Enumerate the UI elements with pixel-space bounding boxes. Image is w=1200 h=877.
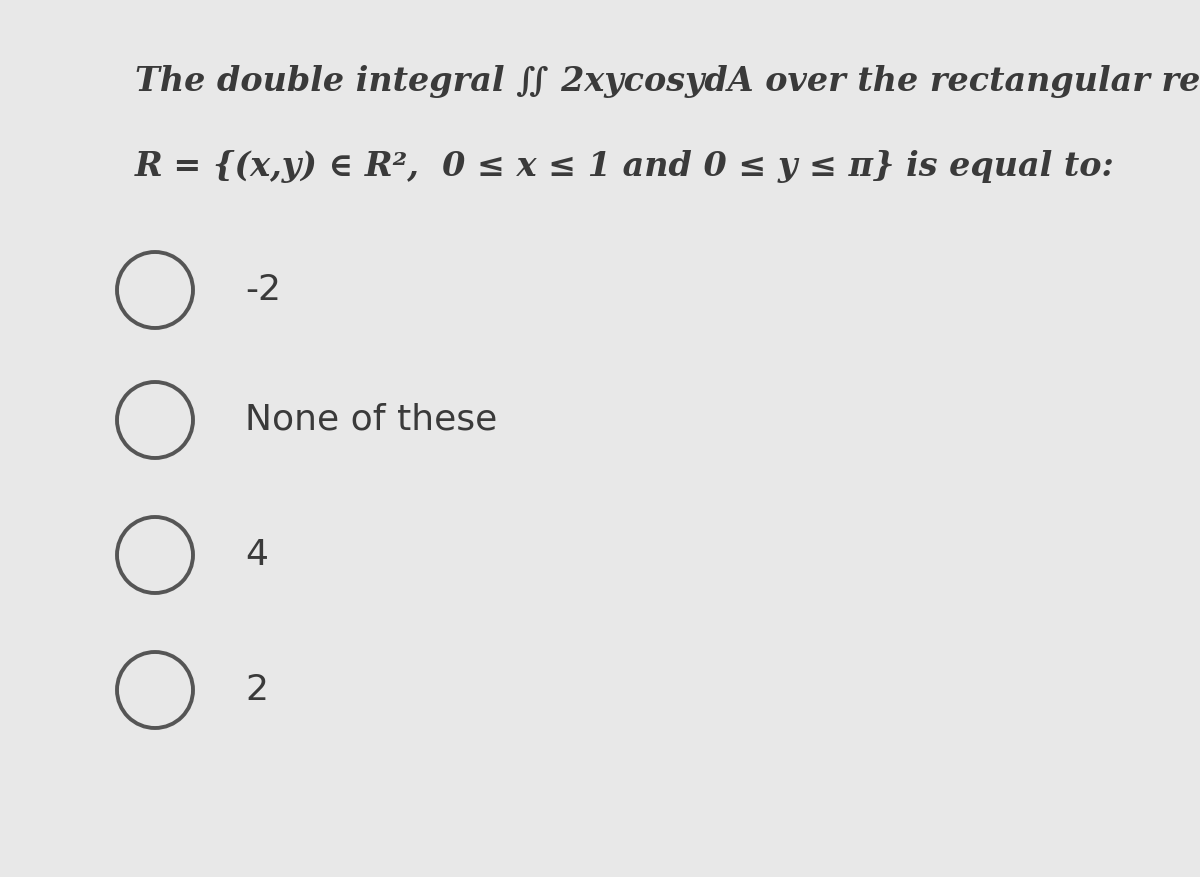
Text: 4: 4 <box>245 538 268 572</box>
Text: R = {(x,y) ∈ R²,  0 ≤ x ≤ 1 and 0 ≤ y ≤ π} is equal to:: R = {(x,y) ∈ R², 0 ≤ x ≤ 1 and 0 ≤ y ≤ π… <box>134 150 1115 183</box>
Text: None of these: None of these <box>245 403 497 437</box>
Text: The double integral ∬ 2xycosydA over the rectangular region: The double integral ∬ 2xycosydA over the… <box>134 65 1200 98</box>
Text: 2: 2 <box>245 673 268 707</box>
Text: -2: -2 <box>245 273 281 307</box>
